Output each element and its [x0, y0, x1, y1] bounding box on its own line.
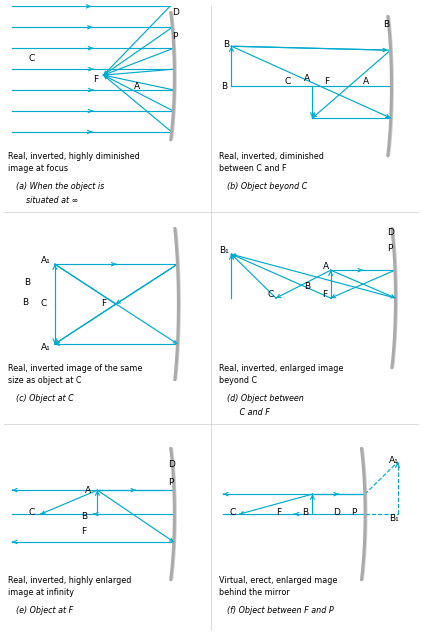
Text: B: B	[24, 278, 31, 287]
Text: situated at ∞: situated at ∞	[16, 196, 78, 205]
Text: (d) Object between: (d) Object between	[227, 394, 304, 403]
Text: B: B	[81, 511, 87, 520]
Text: Real, inverted, highly enlarged
image at infinity: Real, inverted, highly enlarged image at…	[8, 576, 132, 597]
Text: Real, inverted, highly diminished
image at focus: Real, inverted, highly diminished image …	[8, 152, 140, 172]
Text: B₁: B₁	[390, 513, 399, 523]
Text: C: C	[230, 508, 235, 516]
Text: P: P	[168, 478, 174, 487]
Text: C: C	[284, 76, 290, 86]
Text: (e) Object at F: (e) Object at F	[16, 605, 73, 615]
Text: B: B	[221, 81, 227, 90]
Text: F: F	[93, 74, 98, 83]
Text: A: A	[304, 74, 311, 83]
Text: F: F	[325, 76, 330, 86]
Text: C and F: C and F	[227, 408, 270, 417]
Text: A: A	[363, 76, 369, 86]
Text: F: F	[322, 289, 328, 298]
Text: B: B	[383, 20, 390, 29]
Text: C: C	[268, 289, 274, 298]
Text: C: C	[29, 508, 35, 516]
Text: D: D	[168, 460, 175, 469]
Text: P: P	[351, 508, 356, 516]
Text: B: B	[304, 282, 311, 291]
Text: B₁: B₁	[219, 245, 229, 255]
Text: D: D	[387, 228, 394, 237]
Text: Real, inverted image of the same
size as object at C: Real, inverted image of the same size as…	[8, 364, 143, 385]
Text: B: B	[22, 298, 29, 307]
Text: A: A	[85, 486, 92, 495]
Text: C: C	[41, 298, 47, 308]
Text: A₁: A₁	[41, 343, 51, 352]
Text: D: D	[172, 8, 179, 17]
Text: P: P	[387, 244, 393, 252]
Text: A: A	[322, 261, 329, 271]
Text: F: F	[276, 508, 281, 516]
Text: Real, inverted, enlarged image
beyond C: Real, inverted, enlarged image beyond C	[219, 364, 344, 385]
Text: C: C	[29, 53, 35, 63]
Text: A₁: A₁	[390, 456, 399, 465]
Text: B: B	[223, 39, 230, 49]
Text: (b) Object beyond C: (b) Object beyond C	[227, 182, 308, 191]
Text: P: P	[172, 32, 178, 41]
Text: (f) Object between F and P: (f) Object between F and P	[227, 605, 334, 615]
Text: F: F	[101, 298, 107, 308]
Text: (a) When the object is: (a) When the object is	[16, 182, 105, 191]
Text: D: D	[333, 508, 340, 516]
Text: Virtual, erect, enlarged mage
behind the mirror: Virtual, erect, enlarged mage behind the…	[219, 576, 338, 597]
Text: A: A	[134, 81, 140, 90]
Text: (c) Object at C: (c) Object at C	[16, 394, 74, 403]
Text: Real, inverted, diminished
between C and F: Real, inverted, diminished between C and…	[219, 152, 324, 172]
Text: A₁: A₁	[41, 256, 51, 265]
Text: B: B	[302, 508, 308, 516]
Text: F: F	[81, 527, 87, 537]
